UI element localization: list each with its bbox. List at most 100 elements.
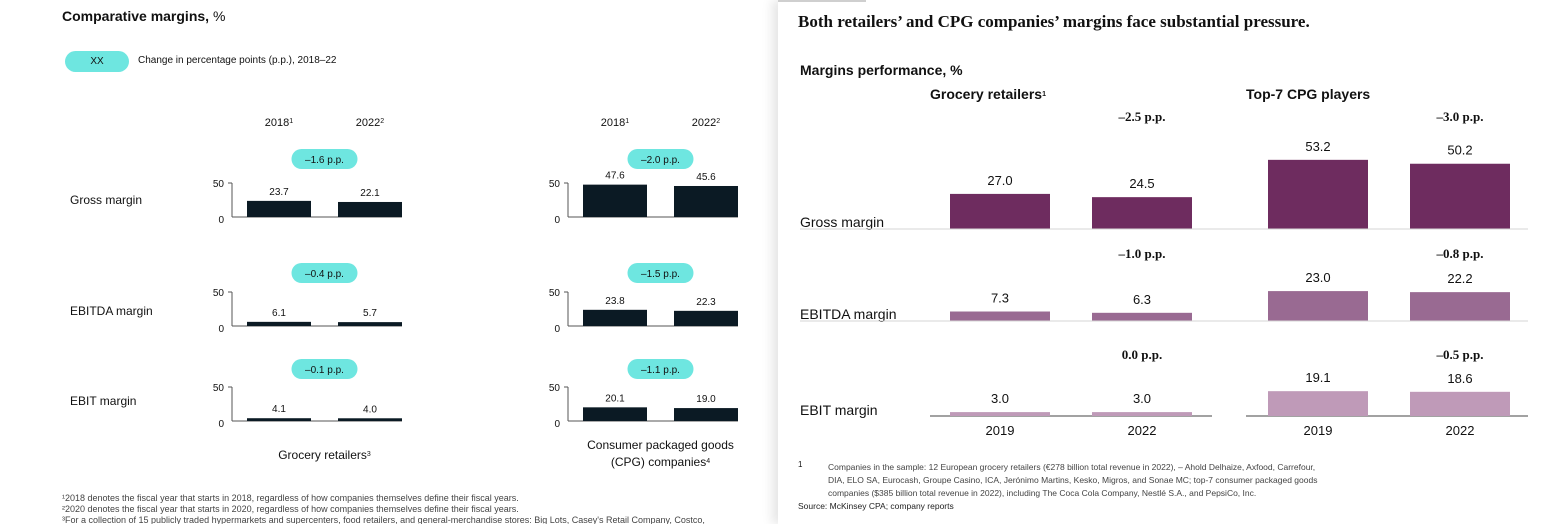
bar-value-label: 20.1 <box>605 393 625 404</box>
bar-value-label: 7.3 <box>991 291 1009 306</box>
right-source: Source: McKinsey CPA; company reports <box>798 501 954 511</box>
bar <box>674 185 738 217</box>
bar-value-label: 3.0 <box>991 391 1009 406</box>
bar <box>1268 159 1368 229</box>
bar <box>674 408 738 421</box>
bar-value-label: 23.0 <box>1305 270 1330 285</box>
bar-value-label: 4.1 <box>272 404 286 415</box>
bar <box>1092 412 1192 416</box>
row-label: EBITDA margin <box>800 306 896 322</box>
right-chart-title: Both retailers’ and CPG companies’ margi… <box>798 12 1310 31</box>
y-tick-label: 50 <box>213 383 225 394</box>
legend-text: Change in percentage points (p.p.), 2018… <box>138 55 337 66</box>
change-label: –1.0 p.p. <box>1118 246 1166 261</box>
right-bar-charts: Gross margin EBITDA margin EBIT margin Groc… <box>800 86 1528 438</box>
change-badge-label: –1.1 p.p. <box>641 365 680 376</box>
group-header: Top-7 CPG players <box>1246 86 1370 102</box>
bar <box>1410 391 1510 416</box>
bar <box>1268 291 1368 321</box>
bar-value-label: 47.6 <box>605 171 625 182</box>
change-label: –3.0 p.p. <box>1436 109 1484 124</box>
y-tick-label: 0 <box>554 215 560 226</box>
change-label: –2.5 p.p. <box>1118 109 1166 124</box>
change-badge-label: –2.0 p.p. <box>641 155 680 166</box>
bar <box>247 321 311 326</box>
bar <box>1268 391 1368 416</box>
change-label: –0.8 p.p. <box>1436 246 1484 261</box>
change-badge <box>291 359 358 379</box>
row-label: EBITDA margin <box>70 304 153 318</box>
bar <box>950 412 1050 416</box>
change-badge <box>627 263 694 283</box>
bar <box>950 311 1050 321</box>
change-badge <box>291 263 358 283</box>
y-tick-label: 50 <box>213 288 225 299</box>
bar <box>247 418 311 421</box>
year-label: 2022 <box>1446 423 1475 438</box>
change-badge <box>627 359 694 379</box>
bar <box>1410 292 1510 321</box>
bar-value-label: 53.2 <box>1305 139 1330 154</box>
change-badge-label: –1.5 p.p. <box>641 269 680 280</box>
year-label: 20181 <box>601 117 629 129</box>
right-chart-panel: Both retailers’ and CPG companies’ margi… <box>778 0 1554 524</box>
bar-value-label: 22.2 <box>1447 271 1472 286</box>
right-footnote-line-1: Companies in the sample: 12 European gro… <box>828 462 1316 472</box>
bar-value-label: 23.8 <box>605 296 625 307</box>
bar-value-label: 6.3 <box>1133 292 1151 307</box>
year-label: 2019 <box>1304 423 1333 438</box>
bar-value-label: 22.1 <box>360 188 380 199</box>
year-label: 2019 <box>986 423 1015 438</box>
bar-value-label: 4.0 <box>363 404 377 415</box>
year-label: 2022 <box>1128 423 1157 438</box>
bar-value-label: 23.7 <box>269 187 289 198</box>
bar <box>1410 163 1510 229</box>
bar <box>583 407 647 421</box>
right-footnote-marker: 1 <box>798 460 803 469</box>
left-chart-title: Comparative margins, % <box>62 8 226 24</box>
change-label: –0.5 p.p. <box>1436 347 1484 362</box>
group-label: Consumer packaged goods <box>587 438 734 452</box>
bar-value-label: 22.3 <box>696 297 716 308</box>
bar-value-label: 6.1 <box>272 308 286 319</box>
bar <box>583 184 647 217</box>
bar <box>338 201 402 217</box>
bar <box>1092 197 1192 229</box>
group-header: Grocery retailers1 <box>930 86 1046 102</box>
left-footnote-3: ³For a collection of 15 publicly traded … <box>62 515 705 524</box>
row-label: Gross margin <box>800 214 884 230</box>
bar-value-label: 50.2 <box>1447 143 1472 158</box>
bar-value-label: 3.0 <box>1133 391 1151 406</box>
bar-value-label: 5.7 <box>363 308 377 319</box>
left-footnote-2: ²2020 denotes the fiscal year that start… <box>62 504 519 514</box>
bar <box>583 309 647 326</box>
bar-value-label: 45.6 <box>696 172 716 183</box>
change-badge <box>627 149 694 169</box>
right-footnote-line-2: DIA, ELO SA, Eurocash, Groupe Casino, IC… <box>828 475 1318 485</box>
bar <box>950 193 1050 229</box>
bar-value-label: 19.0 <box>696 394 716 405</box>
row-label: EBIT margin <box>800 402 878 418</box>
y-tick-label: 0 <box>554 324 560 335</box>
change-badge <box>291 149 358 169</box>
y-tick-label: 0 <box>218 324 224 335</box>
y-tick-label: 50 <box>549 179 561 190</box>
group-label: Grocery retailers3 <box>278 448 371 462</box>
change-badge-label: –1.6 p.p. <box>305 155 344 166</box>
left-chart-panel: Comparative margins, % XX Change in perc… <box>62 8 738 524</box>
bar <box>338 322 402 326</box>
legend-badge: XX <box>65 51 129 72</box>
left-footnote-1: ¹2018 denotes the fiscal year that start… <box>62 493 519 503</box>
bar <box>674 310 738 326</box>
year-label: 20181 <box>265 117 293 129</box>
bar-value-label: 18.6 <box>1447 371 1472 386</box>
right-footnote-line-3: companies ($385 billion total revenue in… <box>828 488 1257 498</box>
bar <box>338 418 402 421</box>
accent-rule <box>778 0 866 2</box>
change-badge-label: –0.1 p.p. <box>305 365 344 376</box>
row-label: EBIT margin <box>70 394 136 408</box>
bar-value-label: 24.5 <box>1129 176 1154 191</box>
y-tick-label: 0 <box>554 419 560 430</box>
change-label: 0.0 p.p. <box>1122 347 1162 362</box>
y-tick-label: 50 <box>549 383 561 394</box>
